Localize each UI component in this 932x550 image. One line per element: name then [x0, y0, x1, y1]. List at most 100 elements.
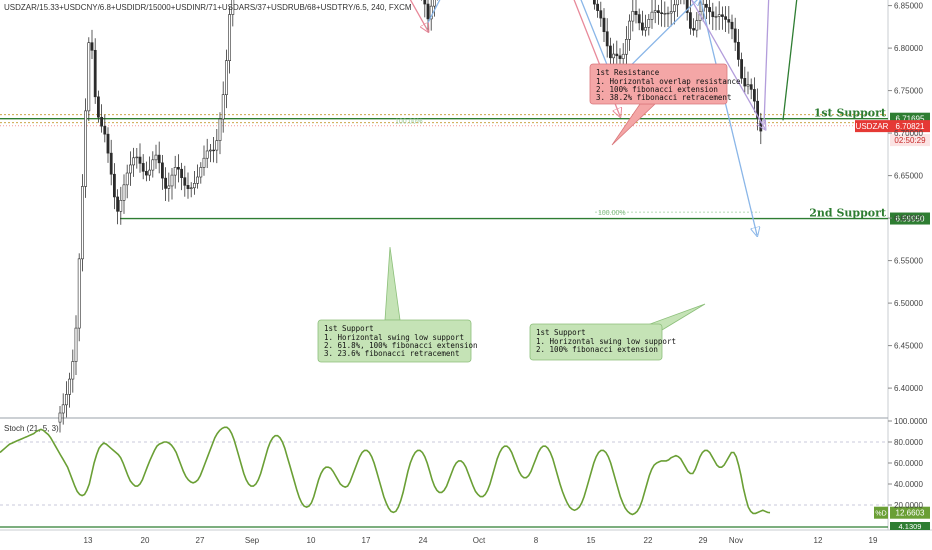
candle-body — [142, 163, 144, 171]
candle-body — [174, 167, 176, 175]
time-tick-label: 22 — [644, 536, 653, 545]
candle-body — [209, 150, 211, 151]
candle-body — [200, 167, 202, 177]
candle-body — [613, 54, 615, 58]
candle-body — [145, 171, 147, 175]
time-tick-label: 24 — [419, 536, 428, 545]
candle-body — [219, 119, 221, 141]
candle-body — [632, 11, 634, 21]
candle-body — [168, 186, 170, 188]
trend-arrow-up-3 — [764, 0, 770, 125]
candle-body — [750, 85, 752, 90]
time-tick-label: 12 — [814, 536, 823, 545]
candle-body — [661, 13, 663, 14]
candle-body — [667, 13, 669, 14]
candle-body — [609, 46, 611, 58]
candle-body — [81, 186, 83, 258]
candle-body — [721, 15, 723, 17]
candle-body — [600, 11, 602, 18]
price-tick-label: 6.65000 — [894, 172, 923, 181]
stoch-tick-label: 60.0000 — [894, 459, 923, 468]
candle-body — [123, 185, 125, 200]
stoch-tick-label: 40.0000 — [894, 480, 923, 489]
candle-body — [120, 200, 122, 211]
candle-body — [696, 21, 698, 30]
candle-body — [177, 167, 179, 169]
candle-body — [126, 173, 128, 185]
candle-body — [597, 4, 599, 11]
candle-body — [693, 28, 695, 30]
candle-body — [213, 150, 215, 151]
candle-body — [689, 13, 691, 29]
candle-body — [654, 11, 656, 13]
candle-body — [664, 13, 666, 14]
time-tick-label: Sep — [245, 536, 260, 545]
candle-body — [197, 177, 199, 183]
candle-body — [645, 27, 647, 30]
level-label: 2nd Support — [809, 207, 887, 220]
trend-arrow-up-1 — [428, 0, 516, 23]
callout-title: 1st Resistance — [596, 68, 660, 77]
time-tick-label: 17 — [362, 536, 371, 545]
time-tick-label: 10 — [307, 536, 316, 545]
candle-body — [59, 413, 61, 422]
time-tick-label: Nov — [729, 536, 743, 545]
stoch-title: Stoch (21, 5, 3) — [4, 424, 59, 433]
stoch-tick-label: 20.0000 — [894, 501, 923, 510]
candle-body — [155, 155, 157, 160]
price-tick-label: 6.60000 — [894, 214, 923, 223]
callout-pointer — [612, 104, 655, 145]
candle-body — [709, 7, 711, 11]
price-tick-label: 6.80000 — [894, 44, 923, 53]
callout-pointer — [385, 247, 400, 320]
candle-body — [78, 259, 80, 328]
candle-body — [229, 15, 231, 61]
price-tick-label: 6.75000 — [894, 87, 923, 96]
candle-body — [673, 5, 675, 12]
candle-body — [731, 22, 733, 29]
price-tick-label: 6.70000 — [894, 129, 923, 138]
candle-body — [753, 89, 755, 101]
candle-body — [635, 11, 637, 14]
candle-body — [712, 12, 714, 17]
candle-body — [101, 117, 103, 126]
candle-body — [222, 95, 224, 119]
candle-body — [152, 160, 154, 170]
candle-body — [129, 165, 131, 173]
stoch-low-value: 4.1309 — [899, 522, 922, 531]
candle-body — [193, 183, 195, 187]
candle-body — [216, 141, 218, 151]
candle-body — [184, 178, 186, 186]
candle-body — [433, 0, 435, 6]
candle-body — [139, 157, 141, 163]
symbol-badge-label: USDZAR — [856, 122, 889, 131]
stoch-value: 12.6603 — [896, 509, 925, 518]
time-tick-label: 13 — [84, 536, 93, 545]
candle-body — [629, 21, 631, 39]
candle-body — [725, 17, 727, 20]
candle-body — [149, 170, 151, 175]
candle-body — [616, 54, 618, 56]
candle-body — [737, 42, 739, 59]
candle-body — [161, 163, 163, 178]
symbol-header: USDZAR/15.33+USDCNY/6.8+USDIDR/15000+USD… — [4, 3, 412, 12]
candle-body — [190, 188, 192, 189]
candle-body — [69, 379, 71, 394]
callout-line: 3. 38.2% fibonacci retracement — [596, 93, 731, 102]
fib-ext-label-a: 100.00% — [395, 119, 423, 126]
time-tick-label: 19 — [869, 536, 878, 545]
candle-body — [107, 134, 109, 153]
price-tick-label: 6.55000 — [894, 257, 923, 266]
level-label: 1st Support — [814, 107, 887, 120]
candle-body — [641, 23, 643, 30]
candle-body — [65, 394, 67, 404]
time-tick-label: 20 — [141, 536, 150, 545]
candle-body — [638, 15, 640, 23]
candle-body — [734, 29, 736, 42]
candle-body — [158, 155, 160, 163]
trend-arrow-down-4 — [700, 0, 757, 235]
candle-body — [741, 59, 743, 78]
candle-body — [104, 126, 106, 134]
candle-body — [110, 153, 112, 174]
